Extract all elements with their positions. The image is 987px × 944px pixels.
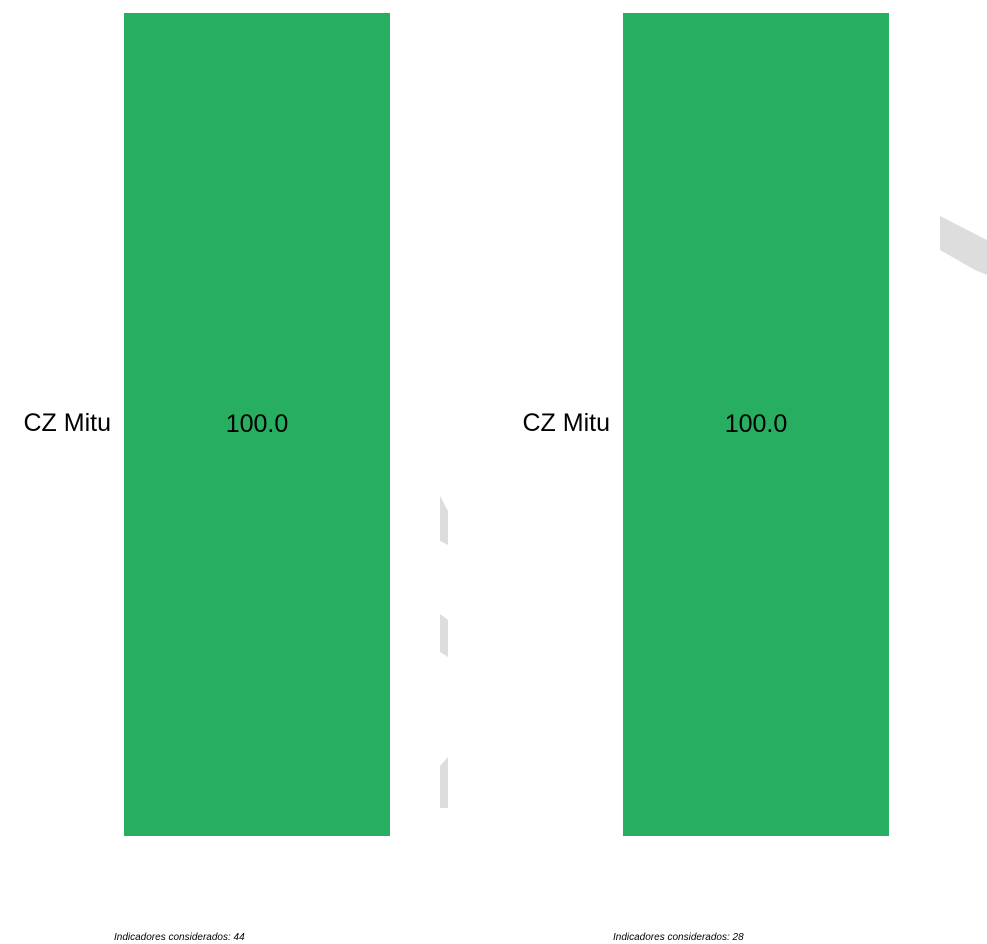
indicators-caption: Indicadores considerados: 44 — [114, 932, 245, 943]
row-label: CZ Mitu — [522, 409, 611, 437]
row-label: CZ Mitu — [23, 409, 112, 437]
heatmap-cell: 100.0 — [124, 13, 390, 836]
heatmap-panel-right: CZ Mitu 100.0 Indicadores considerados: … — [499, 0, 979, 944]
heatmap-cell: 100.0 — [623, 13, 889, 836]
cell-value-label: 100.0 — [724, 410, 788, 438]
cell-value-label: 100.0 — [225, 410, 289, 438]
heatmap-panel-left: CZ Mitu 100.0 Indicadores considerados: … — [0, 0, 480, 944]
indicators-caption: Indicadores considerados: 28 — [613, 932, 744, 943]
